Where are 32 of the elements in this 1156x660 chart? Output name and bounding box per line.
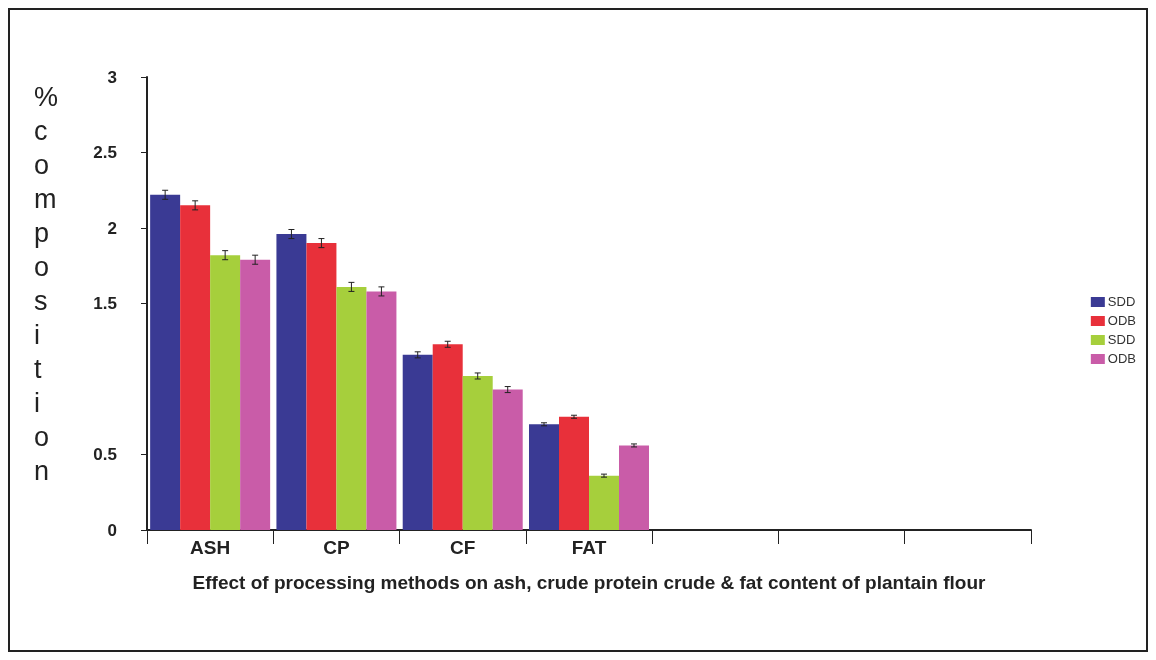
bar	[276, 234, 307, 530]
legend-label: ODB	[1107, 313, 1136, 328]
x-tick-label: FAT	[571, 537, 607, 558]
x-axis-title: Effect of processing methods on ash, crude protein crude & fat content of plantain flour	[192, 571, 986, 593]
text: % composition	[34, 82, 59, 486]
bar	[150, 194, 181, 530]
bar	[240, 259, 271, 530]
bar	[619, 445, 649, 530]
y-tick-label: 0.5	[93, 445, 117, 464]
y-tick-label: 3	[107, 67, 117, 87]
legend-label: SDD	[1107, 294, 1136, 309]
bar	[559, 416, 589, 530]
y-tick-label: 2	[107, 218, 117, 238]
y-tick-label: 0	[107, 520, 117, 540]
x-tick-label: CF	[450, 537, 476, 558]
y-tick-label: 1.5	[93, 294, 117, 313]
y-tick-label: 2.5	[93, 143, 117, 162]
bar	[366, 291, 397, 530]
bar	[589, 475, 619, 530]
legend-label: SDD	[1107, 332, 1136, 347]
x-tick-label: ASH	[190, 537, 231, 558]
bar	[210, 255, 241, 530]
bar	[402, 354, 433, 530]
bar	[432, 344, 463, 530]
bar	[306, 243, 337, 530]
bar	[462, 375, 493, 530]
bar	[492, 389, 523, 530]
bar	[529, 424, 559, 530]
bar	[336, 286, 367, 530]
bar	[180, 205, 211, 530]
x-tick-label: CP	[323, 537, 350, 558]
legend-label: ODB	[1107, 351, 1136, 366]
